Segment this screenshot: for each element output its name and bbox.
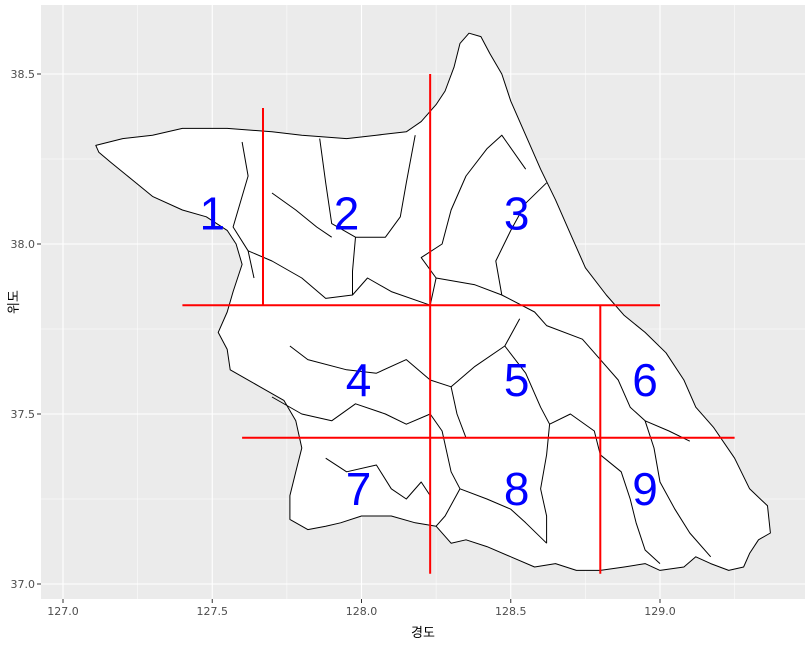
- zone-label-6: 6: [632, 354, 658, 406]
- y-axis-title: 위도: [7, 290, 22, 314]
- x-axis: 127.0 127.5 128.0 128.5 129.0: [47, 599, 676, 618]
- district-boundary: [436, 277, 601, 360]
- x-tick-label: 128.0: [346, 605, 378, 618]
- district-boundary: [599, 454, 661, 564]
- district-boundary: [644, 420, 712, 558]
- x-axis-title: 경도: [411, 626, 435, 641]
- district-boundary: [271, 396, 547, 544]
- x-tick-label: 128.5: [495, 605, 527, 618]
- zone-label-1: 1: [199, 187, 225, 239]
- y-tick-label: 38.5: [11, 68, 36, 81]
- district-boundary: [232, 141, 255, 279]
- zone-label-4: 4: [346, 354, 372, 406]
- district-boundary: [540, 424, 551, 544]
- province-outline: [95, 32, 771, 571]
- district-boundary: [319, 135, 416, 238]
- district-boundary: [325, 457, 431, 500]
- district-boundary: [495, 182, 547, 296]
- zone-label-8: 8: [504, 463, 530, 515]
- y-tick-label: 37.5: [11, 408, 36, 421]
- x-tick-label: 127.0: [47, 605, 79, 618]
- y-axis: 37.0 37.5 38.0 38.5: [11, 68, 41, 591]
- district-boundary: [599, 359, 691, 442]
- province-map: [95, 32, 771, 571]
- district-boundary: [450, 386, 467, 438]
- district-boundary: [271, 192, 332, 238]
- y-tick-label: 37.0: [11, 578, 36, 591]
- zone-label-5: 5: [504, 354, 530, 406]
- district-boundary: [289, 318, 521, 388]
- zone-dividers: [182, 74, 735, 574]
- zone-label-2: 2: [334, 187, 360, 239]
- zone-label-9: 9: [632, 463, 658, 515]
- x-tick-label: 129.0: [644, 605, 676, 618]
- district-boundary: [352, 237, 356, 295]
- x-tick-label: 127.5: [197, 605, 229, 618]
- zone-label-7: 7: [346, 463, 372, 515]
- zone-labels: 1 2 3 4 5 6 7 8 9: [199, 187, 657, 514]
- y-tick-label: 38.0: [11, 238, 36, 251]
- zone-label-3: 3: [504, 187, 530, 239]
- district-boundary: [435, 488, 461, 527]
- district-boundary: [247, 250, 431, 306]
